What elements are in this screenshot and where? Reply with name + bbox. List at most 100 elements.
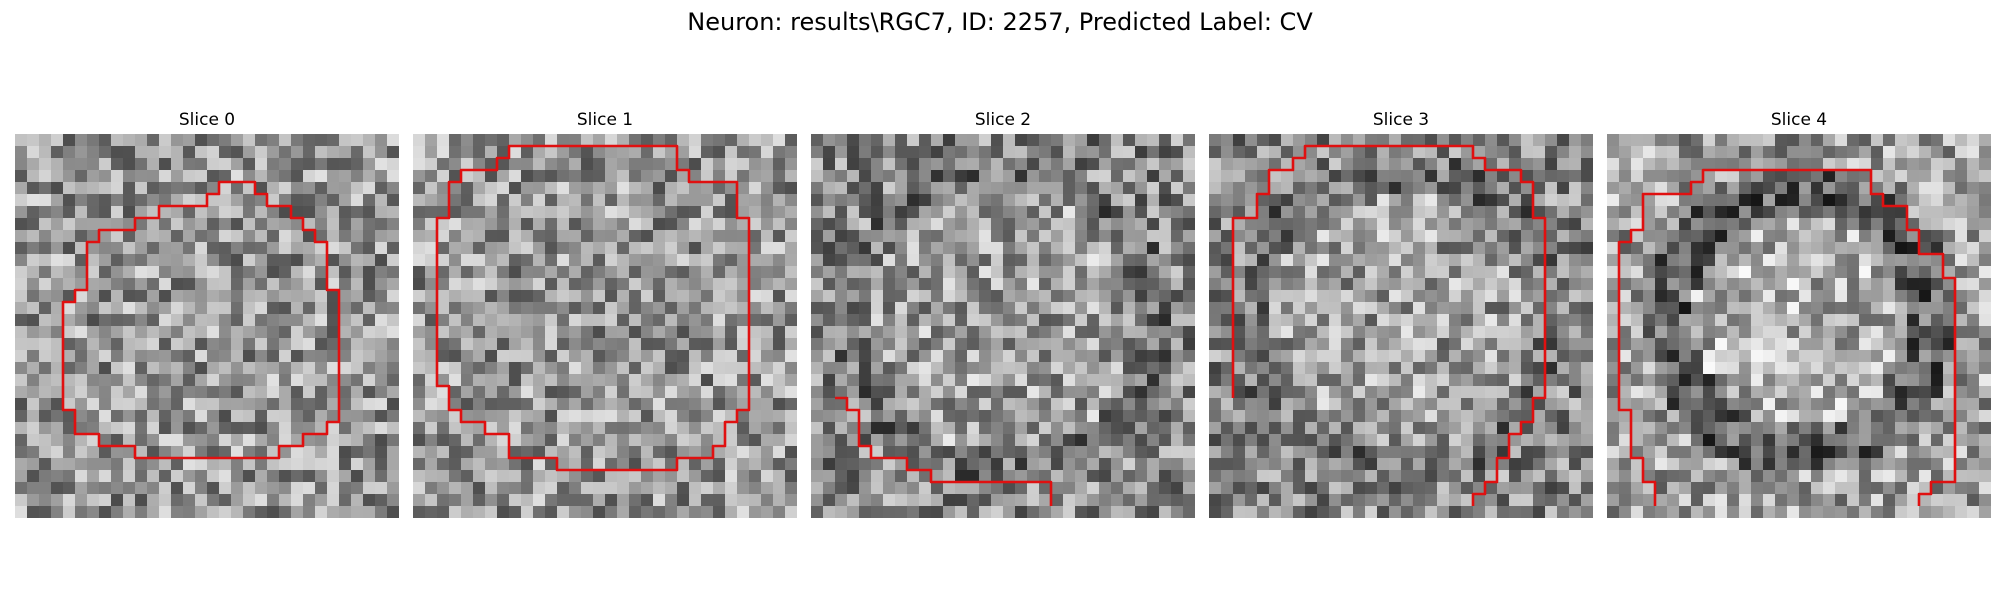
pixel bbox=[207, 410, 220, 423]
pixel bbox=[1787, 206, 1800, 219]
pixel bbox=[1775, 290, 1788, 303]
pixel bbox=[641, 242, 654, 255]
pixel bbox=[617, 230, 630, 243]
pixel bbox=[713, 182, 726, 195]
pixel bbox=[51, 506, 64, 518]
pixel bbox=[967, 350, 980, 363]
pixel bbox=[907, 266, 920, 279]
pixel bbox=[545, 134, 558, 147]
pixel bbox=[1715, 230, 1728, 243]
pixel bbox=[473, 146, 486, 159]
pixel bbox=[689, 506, 702, 518]
pixel bbox=[1715, 134, 1728, 147]
pixel bbox=[63, 494, 76, 507]
pixel bbox=[363, 242, 376, 255]
pixel bbox=[497, 410, 510, 423]
pixel bbox=[159, 434, 172, 447]
pixel bbox=[1787, 362, 1800, 375]
pixel bbox=[1401, 134, 1414, 147]
pixel bbox=[1245, 278, 1258, 291]
pixel bbox=[1643, 266, 1656, 279]
pixel bbox=[653, 446, 666, 459]
pixel bbox=[1099, 170, 1112, 183]
pixel bbox=[15, 470, 28, 483]
pixel bbox=[1679, 386, 1692, 399]
pixel bbox=[895, 338, 908, 351]
pixel bbox=[87, 206, 100, 219]
pixel bbox=[159, 266, 172, 279]
pixel bbox=[1075, 134, 1088, 147]
pixel bbox=[485, 194, 498, 207]
pixel bbox=[1233, 290, 1246, 303]
pixel bbox=[1715, 422, 1728, 435]
pixel bbox=[1461, 446, 1474, 459]
pixel bbox=[1063, 266, 1076, 279]
pixel bbox=[303, 362, 316, 375]
pixel bbox=[1221, 362, 1234, 375]
pixel bbox=[1039, 230, 1052, 243]
pixel bbox=[761, 422, 774, 435]
pixel bbox=[375, 158, 388, 171]
pixel bbox=[63, 350, 76, 363]
pixel bbox=[593, 494, 606, 507]
pixel bbox=[15, 194, 28, 207]
pixel bbox=[1883, 230, 1896, 243]
pixel bbox=[339, 326, 352, 339]
pixel bbox=[871, 206, 884, 219]
pixel bbox=[51, 458, 64, 471]
pixel bbox=[303, 350, 316, 363]
pixel bbox=[1763, 386, 1776, 399]
pixel bbox=[1919, 158, 1932, 171]
pixel bbox=[1509, 398, 1522, 411]
pixel bbox=[1799, 182, 1812, 195]
pixel bbox=[545, 266, 558, 279]
pixel bbox=[943, 506, 956, 518]
pixel bbox=[1389, 494, 1402, 507]
pixel bbox=[1015, 326, 1028, 339]
pixel bbox=[327, 458, 340, 471]
pixel bbox=[267, 494, 280, 507]
pixel bbox=[581, 398, 594, 411]
pixel bbox=[1835, 458, 1848, 471]
pixel bbox=[99, 374, 112, 387]
pixel bbox=[1691, 434, 1704, 447]
pixel bbox=[1039, 458, 1052, 471]
pixel bbox=[1329, 266, 1342, 279]
pixel bbox=[425, 398, 438, 411]
pixel bbox=[1281, 446, 1294, 459]
pixel bbox=[1147, 158, 1160, 171]
pixel bbox=[823, 326, 836, 339]
pixel bbox=[339, 206, 352, 219]
pixel bbox=[1281, 314, 1294, 327]
pixel bbox=[1147, 338, 1160, 351]
pixel bbox=[1473, 278, 1486, 291]
pixel bbox=[1003, 326, 1016, 339]
pixel bbox=[1943, 290, 1956, 303]
pixel bbox=[761, 410, 774, 423]
pixel bbox=[593, 506, 606, 518]
pixel bbox=[955, 278, 968, 291]
pixel bbox=[629, 266, 642, 279]
pixel bbox=[1461, 398, 1474, 411]
pixel bbox=[1691, 230, 1704, 243]
pixel bbox=[1775, 206, 1788, 219]
pixel bbox=[1569, 446, 1582, 459]
pixel bbox=[159, 242, 172, 255]
pixel bbox=[1341, 302, 1354, 315]
pixel bbox=[1943, 446, 1956, 459]
pixel bbox=[1401, 170, 1414, 183]
pixel bbox=[75, 230, 88, 243]
pixel bbox=[1425, 314, 1438, 327]
pixel bbox=[1473, 194, 1486, 207]
pixel bbox=[773, 134, 786, 147]
pixel bbox=[1943, 278, 1956, 291]
pixel bbox=[557, 290, 570, 303]
pixel bbox=[171, 158, 184, 171]
pixel bbox=[195, 374, 208, 387]
pixel bbox=[15, 278, 28, 291]
pixel bbox=[1619, 326, 1632, 339]
pixel bbox=[497, 302, 510, 315]
pixel bbox=[689, 314, 702, 327]
pixel bbox=[1015, 410, 1028, 423]
pixel bbox=[243, 374, 256, 387]
